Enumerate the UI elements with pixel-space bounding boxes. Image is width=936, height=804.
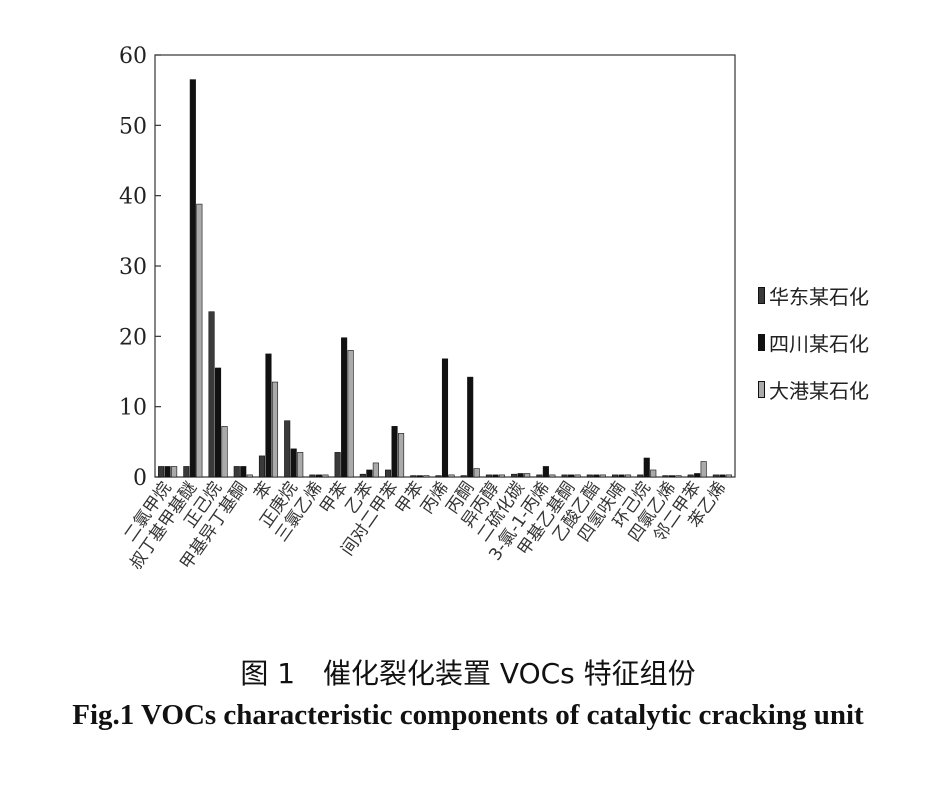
legend-swatch-3 xyxy=(758,381,765,398)
bar-2-8 xyxy=(341,337,348,478)
bar-3-17 xyxy=(574,474,581,478)
bar-1-11 xyxy=(410,475,417,478)
bar-2-2 xyxy=(189,79,196,478)
chart-bars xyxy=(158,79,732,478)
bar-3-8 xyxy=(347,350,354,478)
bar-3-21 xyxy=(675,475,682,478)
legend-label-2: 四川某石化 xyxy=(769,332,869,356)
bar-3-4 xyxy=(246,474,253,478)
bar-3-11 xyxy=(423,475,430,478)
bar-3-19 xyxy=(624,474,632,478)
bar-1-6 xyxy=(284,420,291,478)
bar-3-13 xyxy=(473,468,480,478)
bar-1-8 xyxy=(334,452,341,478)
bar-3-18 xyxy=(599,474,606,478)
bar-3-6 xyxy=(297,452,304,478)
legend-swatch-1 xyxy=(758,287,765,304)
bar-2-6 xyxy=(290,448,297,478)
legend: 华东某石化 四川某石化 大港某石化 xyxy=(758,272,869,413)
bar-3-15 xyxy=(524,473,531,478)
bar-1-10 xyxy=(385,469,392,478)
bar-2-5 xyxy=(265,353,272,478)
bar-1-3 xyxy=(208,311,215,478)
bar-3-3 xyxy=(221,426,228,478)
bar-2-7 xyxy=(315,474,322,478)
bar-1-16 xyxy=(536,474,543,478)
bar-3-20 xyxy=(650,469,657,478)
bar-1-23 xyxy=(712,474,719,478)
bar-2-1 xyxy=(164,466,171,478)
y-tick-label: 20 xyxy=(119,325,147,350)
bar-2-23 xyxy=(719,474,726,478)
bar-1-21 xyxy=(662,475,669,478)
y-tick-label: 60 xyxy=(119,44,147,69)
bar-1-12 xyxy=(435,475,442,478)
bar-2-16 xyxy=(542,466,549,478)
legend-label-3: 大港某石化 xyxy=(769,379,869,403)
figure-caption-chinese: 图 1 催化裂化装置 VOCs 特征组份 xyxy=(240,657,696,690)
bar-2-21 xyxy=(668,475,676,478)
bar-1-1 xyxy=(158,466,165,478)
bar-3-9 xyxy=(372,462,379,478)
bar-3-23 xyxy=(725,474,732,478)
bar-3-22 xyxy=(700,461,707,478)
bar-3-16 xyxy=(549,474,556,478)
bar-3-2 xyxy=(196,203,203,478)
bar-3-7 xyxy=(322,474,329,478)
legend-label-1: 华东某石化 xyxy=(769,285,869,309)
bar-1-5 xyxy=(258,455,266,478)
bar-1-2 xyxy=(183,466,190,478)
bar-3-5 xyxy=(271,381,279,478)
bar-1-9 xyxy=(359,473,366,478)
bar-2-22 xyxy=(694,473,701,478)
bar-2-4 xyxy=(240,466,247,478)
bar-2-3 xyxy=(214,367,222,478)
bar-2-17 xyxy=(568,474,575,478)
bar-1-18 xyxy=(586,474,593,478)
bar-2-14 xyxy=(492,474,499,478)
legend-swatch-2 xyxy=(758,334,765,351)
bar-2-10 xyxy=(391,426,398,478)
bar-1-4 xyxy=(233,466,240,478)
bar-2-9 xyxy=(366,469,373,478)
legend-item-series-3: 大港某石化 xyxy=(758,366,869,413)
bar-1-13 xyxy=(460,475,467,478)
bar-1-15 xyxy=(511,473,518,478)
bar-2-13 xyxy=(467,376,474,478)
bar-3-10 xyxy=(398,433,405,478)
legend-item-series-2: 四川某石化 xyxy=(758,319,869,366)
figure-caption-english: Fig.1 VOCs characteristic components of … xyxy=(72,699,864,731)
bar-3-12 xyxy=(448,474,455,478)
bar-2-15 xyxy=(517,473,524,478)
bar-1-17 xyxy=(561,474,568,478)
bar-1-19 xyxy=(611,474,619,478)
y-tick-label: 10 xyxy=(119,396,147,421)
bar-1-20 xyxy=(637,474,644,478)
bar-2-18 xyxy=(593,474,600,478)
bar-2-20 xyxy=(643,457,650,478)
legend-item-series-1: 华东某石化 xyxy=(758,272,869,319)
y-tick-label: 40 xyxy=(119,185,147,210)
y-tick-label: 30 xyxy=(119,255,147,280)
bar-1-7 xyxy=(309,474,316,478)
bar-1-14 xyxy=(485,474,492,478)
bar-3-1 xyxy=(171,466,178,478)
bar-2-12 xyxy=(441,358,449,478)
bar-2-11 xyxy=(416,475,423,478)
bar-2-19 xyxy=(618,474,625,478)
y-tick-label: 0 xyxy=(133,466,147,491)
y-tick-label: 50 xyxy=(119,114,147,139)
y-axis-ticks: 0 10 20 30 40 50 60 xyxy=(119,44,161,491)
bar-1-22 xyxy=(687,474,694,478)
bar-3-14 xyxy=(498,474,505,478)
